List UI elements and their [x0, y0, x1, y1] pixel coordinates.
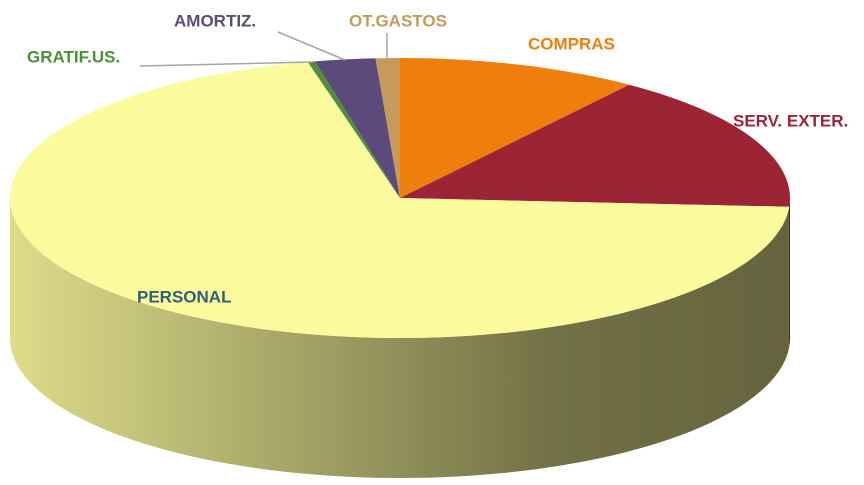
slice	[400, 84, 790, 207]
slice-label: COMPRAS	[528, 34, 615, 53]
slice-label: PERSONAL	[137, 287, 231, 306]
slice	[10, 62, 790, 338]
slice	[314, 58, 400, 198]
labels: COMPRAS SERV. EXTER. PERSONAL GRATIF.US. AMO…	[27, 11, 848, 306]
slice-label: OT.GASTOS	[349, 11, 447, 30]
slice	[400, 58, 630, 198]
slice	[307, 61, 400, 199]
slice-label: AMORTIZ.	[174, 11, 256, 30]
pie-tops	[10, 58, 790, 338]
slice-label: SERV. EXTER.	[733, 111, 848, 130]
leader-line	[139, 61, 313, 67]
slice-label: GRATIF.US.	[27, 47, 120, 66]
slice	[375, 58, 400, 198]
leader-line	[277, 31, 346, 61]
